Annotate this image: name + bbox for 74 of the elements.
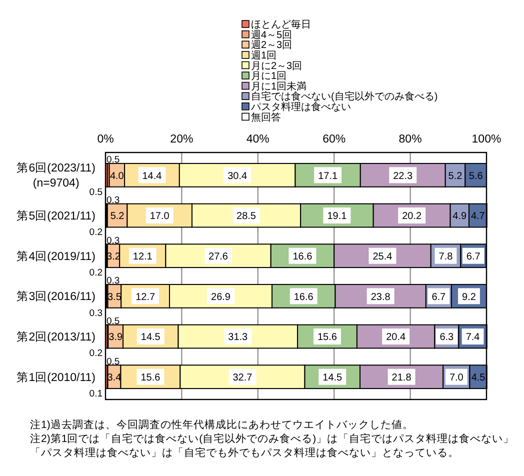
data-label: 7.4 [466, 332, 480, 344]
legend-label: 無回答 [251, 111, 281, 124]
data-label: 14.5 [140, 332, 161, 344]
data-label: 20.2 [402, 211, 422, 222]
data-label: 6.3 [440, 332, 454, 344]
x-tick-label: 20% [170, 134, 194, 146]
y-tick-label: 第3回(2016/11) [16, 290, 96, 304]
data-label: 0.5 [106, 316, 120, 328]
data-label: 14.5 [322, 372, 343, 384]
data-label: 23.8 [370, 292, 391, 303]
data-label: 0.5 [106, 154, 120, 166]
data-label: 0.1 [89, 388, 102, 400]
data-label: 0.2 [89, 348, 102, 360]
data-label: 17.1 [318, 170, 338, 182]
y-tick-label: 第5回(2021/11) [16, 210, 96, 222]
data-label: 12.7 [136, 292, 156, 303]
data-label: 30.4 [228, 170, 248, 182]
data-label: 3.9 [108, 332, 123, 344]
legend-label: 月に2～3回 [251, 60, 302, 72]
x-tick-label: 60% [322, 134, 346, 146]
data-label: 5.2 [110, 211, 125, 222]
legend-label: ほとんど毎日 [251, 18, 311, 31]
x-tick-label: 100% [472, 134, 502, 146]
data-label: 28.5 [236, 211, 256, 222]
data-label: 7.8 [438, 251, 454, 262]
data-label: 15.6 [140, 372, 161, 384]
data-label: 27.6 [208, 251, 228, 262]
legend-label: パスタ料理は食べない [250, 101, 351, 113]
data-label: 6.7 [466, 251, 481, 262]
text: 注1)過去調査は、今回調査の性年代構成比にあわせてウエイトバックした値。 [30, 418, 414, 431]
data-label: 0.5 [106, 356, 120, 368]
data-label: 12.1 [132, 251, 153, 262]
x-tick-label: 0% [97, 134, 114, 146]
data-label: 4.0 [110, 170, 124, 182]
data-label: 5.2 [448, 170, 463, 182]
data-label: 4.5 [471, 372, 486, 384]
data-label: 0.3 [89, 308, 102, 319]
data-label: 26.9 [211, 292, 231, 303]
legend-label: 週1回 [251, 50, 277, 62]
data-label: 22.3 [393, 170, 414, 182]
data-label: 6.7 [432, 292, 446, 303]
legend-label: 週2～3回 [251, 40, 292, 52]
data-label: 0.3 [106, 276, 120, 287]
data-label: 0.2 [89, 268, 102, 279]
data-label: 25.4 [372, 251, 393, 262]
y-tick-label: 第1回(2010/11) [16, 370, 96, 384]
data-label: 15.6 [318, 332, 338, 344]
data-label: 0.3 [106, 195, 120, 206]
data-label: 5.6 [468, 170, 484, 182]
data-label: 21.8 [392, 372, 412, 384]
data-label: 17.0 [150, 211, 170, 222]
text: 注2)第1回では「自宅では食べない(自宅以外でのみ食べる)」は「自宅ではパスタ料理は食べない」 [30, 432, 514, 445]
legend-label: 月に1回未満 [251, 80, 307, 92]
data-label: 19.1 [327, 211, 348, 222]
data-label: 4.7 [470, 211, 486, 222]
data-label: 4.9 [452, 211, 468, 222]
legend-label: 自宅では食べない(自宅以外でのみ食べる) [251, 90, 438, 103]
legend-label: 月に1回 [251, 71, 287, 82]
data-label: 31.3 [228, 332, 248, 344]
data-label: 20.4 [386, 332, 406, 344]
data-label: 0.3 [106, 235, 120, 246]
data-label: 16.6 [294, 292, 314, 303]
x-tick-label: 40% [246, 134, 270, 146]
text: 「パスタ料理は食べない」は「自宅でも外でもパスタ料理は食べない」となっている。 [30, 446, 459, 459]
data-label: 32.7 [232, 372, 253, 384]
y-tick-label: 第2回(2013/11) [16, 330, 96, 344]
data-label: 0.2 [89, 227, 102, 238]
legend-label: 週4～5回 [251, 30, 292, 41]
y-tick-label: 第4回(2019/11) [16, 250, 96, 263]
data-label: 9.2 [462, 292, 476, 303]
data-label: 16.6 [292, 251, 313, 262]
data-label: 14.4 [142, 170, 162, 182]
data-label: 7.0 [449, 372, 464, 384]
x-tick-label: 80% [398, 134, 422, 146]
